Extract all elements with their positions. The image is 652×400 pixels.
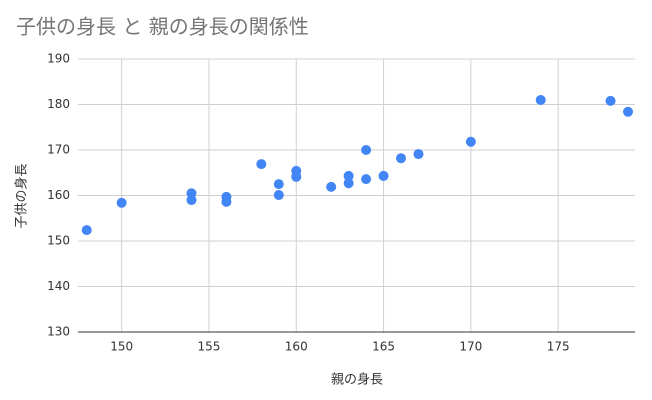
x-tick-label: 170 — [459, 340, 482, 354]
x-tick-label: 160 — [285, 340, 308, 354]
chart-title: 子供の身長 と 親の身長の関係性 — [16, 15, 309, 39]
point — [361, 145, 372, 155]
point — [116, 197, 127, 208]
point — [378, 170, 389, 181]
x-tick-label: 150 — [110, 340, 133, 354]
point — [535, 94, 546, 105]
point — [465, 136, 476, 147]
y-axis-title: 子供の身長 — [14, 163, 30, 228]
point — [396, 153, 407, 164]
point — [361, 174, 372, 185]
point — [186, 195, 197, 206]
point — [81, 225, 92, 236]
y-tick-label: 130 — [47, 325, 70, 339]
x-tick-label: 175 — [547, 340, 570, 354]
point — [343, 178, 354, 189]
point — [256, 159, 267, 170]
y-tick-label: 140 — [47, 279, 70, 293]
point — [291, 171, 302, 182]
point — [273, 190, 284, 201]
point — [343, 170, 354, 181]
y-tick-label: 150 — [47, 234, 70, 248]
y-tick-label: 180 — [47, 97, 70, 111]
point — [221, 196, 232, 207]
y-tick-label: 160 — [47, 188, 70, 202]
x-tick-label: 165 — [372, 340, 395, 354]
y-tick-label: 190 — [47, 52, 70, 66]
y-tick-label: 170 — [47, 143, 70, 157]
point — [326, 181, 337, 192]
x-tick-label: 155 — [198, 340, 221, 354]
point — [413, 149, 424, 160]
point — [605, 95, 616, 106]
point — [623, 106, 634, 117]
point — [273, 179, 284, 190]
x-axis-title: 親の身長 — [331, 372, 383, 388]
